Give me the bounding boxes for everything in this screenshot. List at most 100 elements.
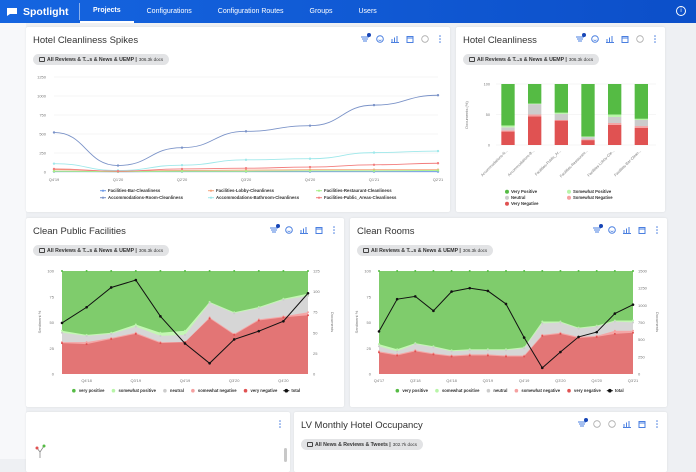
sentiment-icon[interactable] [376,35,384,43]
total-point [614,312,617,315]
sentiment-icon[interactable] [608,226,616,234]
tab-projects[interactable]: Projects [80,0,134,23]
tab-users[interactable]: Users [346,0,390,23]
data-point [469,349,471,351]
folder-icon [39,57,45,62]
data-point [309,124,311,126]
doc-count: 306.3k docs [139,57,163,62]
tick-label: 100 [364,269,371,274]
tick-label: Q3'19 [131,378,142,383]
source-label: All Reviews & T...s & News & UEMP | [477,57,567,63]
data-point [258,319,260,321]
data-point [378,343,380,345]
data-point [541,335,543,337]
tick-label: Accommodations-R... [480,149,508,177]
tick-label: Q4'20 [591,378,602,383]
doc-count: 306.3k docs [463,248,487,253]
tick-label: 25 [367,346,372,351]
tick-label: Accommodations-B... [507,149,535,177]
data-point [184,270,186,272]
sentiment-icon[interactable] [285,226,293,234]
tick-label: 1250 [37,75,47,80]
clock-icon[interactable] [636,35,644,43]
filter-icon[interactable] [270,226,278,234]
tick-label: Q4'19 [180,378,191,383]
app-logo[interactable]: Spotlight [0,3,80,20]
data-point [414,350,416,352]
legend-label: Somewhat Positive [573,189,612,194]
total-point [396,298,399,301]
total-point [135,279,138,282]
card-title: Clean Public Facilities [33,226,126,237]
total-point [414,295,417,298]
calendar-icon[interactable] [638,420,646,428]
tab-configurations[interactable]: Configurations [134,0,205,23]
kebab-icon[interactable] [436,35,444,43]
kebab-icon[interactable] [653,226,661,234]
tick-label: 250 [39,151,46,156]
doc-count: 306.3k docs [569,57,593,62]
tick-label: Q4'20 [278,378,289,383]
data-point [559,322,561,324]
filter-icon[interactable] [578,420,586,428]
y-axis-label: Sentiment % [354,310,359,333]
kebab-icon[interactable] [651,35,659,43]
legend-marker [505,196,509,200]
legend-marker [210,190,212,192]
legend-label: somewhat positive [118,388,156,393]
data-point [451,355,453,357]
tick-label: Q3'18 [410,378,421,383]
filter-icon[interactable] [576,35,584,43]
data-point [53,131,55,133]
data-point [578,270,580,272]
filter-icon[interactable] [361,35,369,43]
legend-marker [112,389,116,393]
clock-icon[interactable] [593,420,601,428]
tab-groups[interactable]: Groups [297,0,346,23]
calendar-icon[interactable] [315,226,323,234]
source-chip[interactable]: All Reviews & T...s & News & UEMP |306.3… [33,245,169,256]
source-chip[interactable]: All Reviews & T...s & News & UEMP |306.3… [463,54,599,65]
tick-label: 125 [313,269,320,274]
bar-chart-icon[interactable] [391,35,399,43]
data-point [559,333,561,335]
data-point [378,351,380,353]
scrollbar[interactable] [284,448,287,462]
data-point [53,170,55,172]
bar-chart-icon[interactable] [623,226,631,234]
data-point [505,270,507,272]
data-point [61,342,63,344]
info-icon[interactable]: i [676,6,686,16]
clock-icon[interactable] [608,420,616,428]
filter-icon[interactable] [593,226,601,234]
clock-icon[interactable] [421,35,429,43]
bar-chart-icon[interactable] [300,226,308,234]
data-point [181,168,183,170]
data-point [117,164,119,166]
source-chip[interactable]: All Reviews & T...s & News & UEMP |306.3… [357,245,493,256]
data-point [86,270,88,272]
tick-label: Q2'21 [433,177,444,182]
tab-configuration-routes[interactable]: Configuration Routes [205,0,297,23]
kebab-icon[interactable] [653,420,661,428]
calendar-icon[interactable] [638,226,646,234]
data-point [110,270,112,272]
sentiment-icon[interactable] [591,35,599,43]
calendar-icon[interactable] [406,35,414,43]
bar-segment [501,127,514,130]
bar-chart-icon[interactable] [606,35,614,43]
source-chip[interactable]: All Reviews & T...s & News & UEMP |306.3… [33,54,169,65]
total-point [541,367,544,370]
data-point [632,319,634,321]
calendar-icon[interactable] [621,35,629,43]
tick-label: 75 [50,294,55,299]
source-chip[interactable]: All News & Reviews & Tweets |302.7k docs [301,439,423,450]
bar-segment [608,117,621,123]
kebab-icon[interactable] [330,226,338,234]
data-point [541,323,543,325]
kebab-icon[interactable] [276,420,284,428]
bar-chart-icon[interactable] [623,420,631,428]
total-point [450,290,453,293]
legend-label: neutral [493,388,507,393]
data-point [307,270,309,272]
